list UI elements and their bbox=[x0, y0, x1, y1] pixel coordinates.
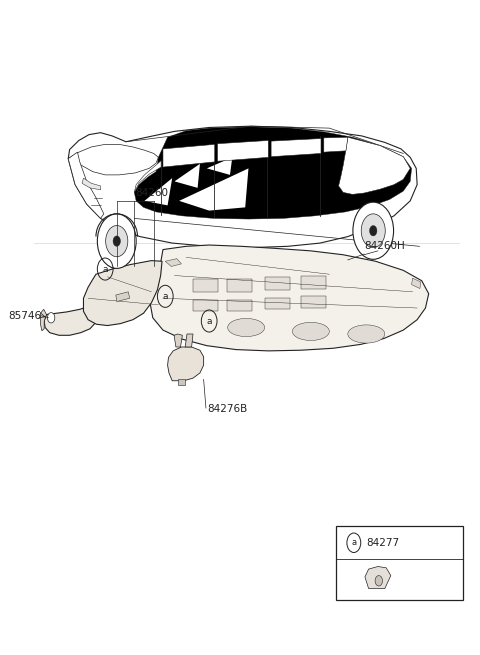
Polygon shape bbox=[324, 137, 348, 152]
Polygon shape bbox=[134, 160, 161, 193]
Polygon shape bbox=[411, 278, 421, 289]
Bar bbox=[300, 296, 326, 308]
Polygon shape bbox=[185, 334, 193, 347]
Polygon shape bbox=[175, 164, 200, 188]
Circle shape bbox=[48, 312, 55, 323]
Polygon shape bbox=[178, 379, 185, 384]
Bar bbox=[193, 299, 218, 311]
Polygon shape bbox=[144, 178, 172, 206]
Polygon shape bbox=[168, 347, 204, 381]
Circle shape bbox=[370, 225, 377, 236]
Polygon shape bbox=[207, 157, 232, 175]
Polygon shape bbox=[82, 178, 101, 190]
Text: 84276B: 84276B bbox=[207, 403, 247, 414]
Text: a: a bbox=[102, 265, 108, 274]
Bar bbox=[300, 276, 326, 289]
Bar bbox=[227, 299, 252, 311]
Polygon shape bbox=[44, 303, 98, 335]
Polygon shape bbox=[365, 567, 391, 589]
FancyBboxPatch shape bbox=[336, 525, 463, 600]
Text: 84277: 84277 bbox=[366, 538, 399, 548]
Text: 84260H: 84260H bbox=[364, 241, 405, 251]
Bar bbox=[193, 279, 218, 291]
Polygon shape bbox=[68, 152, 104, 218]
Ellipse shape bbox=[228, 318, 264, 337]
Text: a: a bbox=[206, 316, 212, 326]
Bar bbox=[227, 279, 252, 291]
Text: 85746: 85746 bbox=[8, 311, 41, 321]
Circle shape bbox=[361, 214, 385, 248]
Circle shape bbox=[113, 236, 120, 246]
Polygon shape bbox=[150, 245, 429, 351]
Circle shape bbox=[375, 576, 383, 586]
Polygon shape bbox=[134, 127, 411, 219]
Polygon shape bbox=[174, 334, 182, 347]
Polygon shape bbox=[163, 144, 215, 167]
Ellipse shape bbox=[348, 325, 385, 343]
Polygon shape bbox=[165, 259, 181, 267]
Polygon shape bbox=[179, 168, 249, 211]
Polygon shape bbox=[116, 291, 130, 301]
Circle shape bbox=[97, 214, 136, 269]
Polygon shape bbox=[84, 261, 162, 326]
Polygon shape bbox=[68, 144, 158, 175]
Circle shape bbox=[106, 225, 128, 257]
Text: a: a bbox=[351, 538, 356, 548]
Circle shape bbox=[353, 202, 394, 259]
Ellipse shape bbox=[292, 322, 329, 341]
Polygon shape bbox=[68, 126, 417, 248]
Polygon shape bbox=[271, 138, 321, 157]
Text: a: a bbox=[163, 292, 168, 301]
Polygon shape bbox=[338, 137, 410, 195]
Text: 84260: 84260 bbox=[135, 187, 168, 198]
Bar bbox=[264, 277, 290, 290]
Bar bbox=[264, 297, 290, 309]
Polygon shape bbox=[40, 309, 47, 331]
Polygon shape bbox=[217, 140, 268, 161]
